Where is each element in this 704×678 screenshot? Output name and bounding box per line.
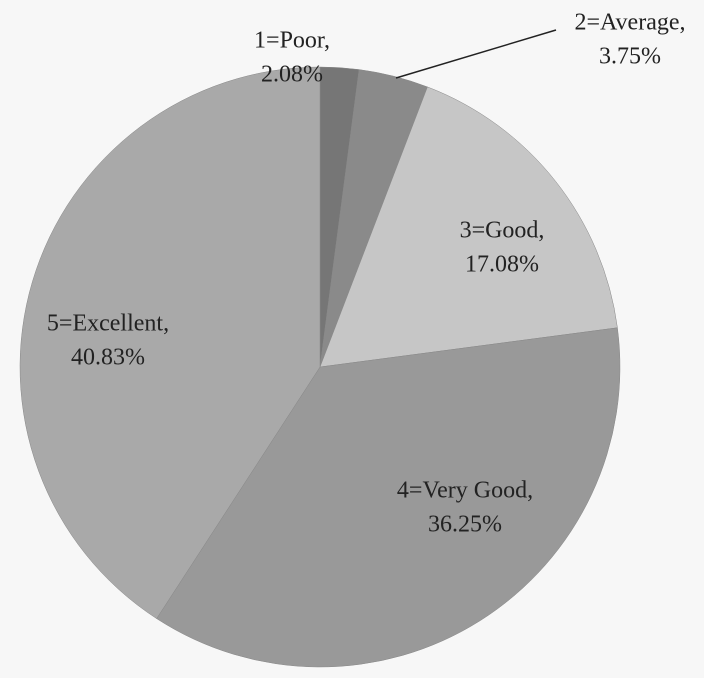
slice-label: 4=Very Good, [397,478,533,504]
slice-value-label: 17.08% [465,252,539,278]
pie-slice [156,327,621,668]
pie-slice [319,86,618,368]
slice-value-label: 3.75% [599,44,661,70]
slice-value-label: 36.25% [428,512,502,538]
pie [19,66,621,668]
slice-label: 5=Excellent, [47,311,169,337]
slice-value-label: 40.83% [71,345,145,371]
slice-value-label: 2.08% [261,62,323,88]
leader-line [395,29,557,79]
slice-label: 2=Average, [574,10,685,36]
slice-label: 3=Good, [460,218,545,244]
pie-slice [19,66,321,619]
slice-label: 1=Poor, [254,28,330,54]
